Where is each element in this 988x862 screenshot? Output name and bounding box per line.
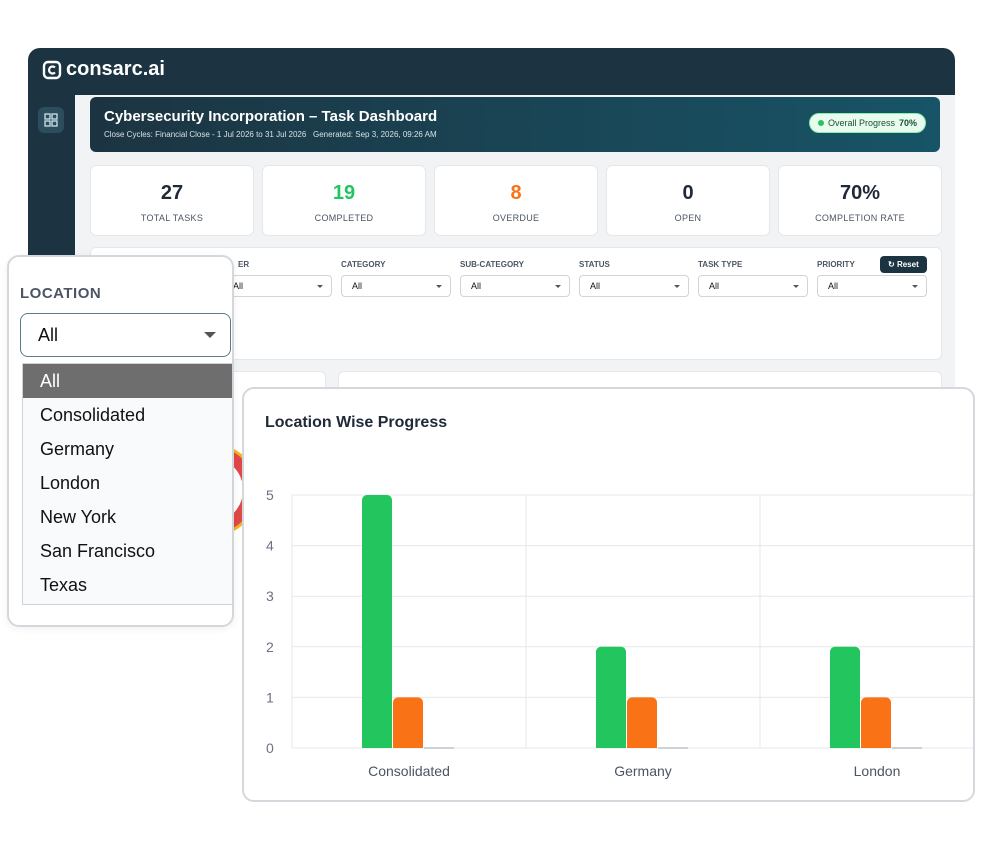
location-dropdown: LOCATION All All Consolidated Germany Londo…: [7, 255, 234, 627]
filter-select[interactable]: All: [341, 275, 451, 297]
bar: [658, 747, 688, 749]
header-banner: Cybersecurity Incorporation – Task Dashb…: [90, 97, 940, 152]
chevron: [912, 285, 918, 288]
filter-value: All: [828, 281, 839, 291]
filter-select[interactable]: All: [817, 275, 927, 297]
dropdown-option[interactable]: London: [40, 473, 101, 493]
x-tick-label: London: [854, 763, 901, 779]
dropdown-option[interactable]: New York: [40, 507, 117, 527]
dropdown-option[interactable]: Consolidated: [40, 405, 146, 425]
header-subtitle: Close Cycles: Financial Close - 1 Jul 20…: [104, 130, 437, 139]
filter-label: CATEGORY: [341, 260, 386, 269]
chevron: [436, 285, 442, 288]
filter-value: All: [471, 281, 482, 291]
kpi-label: COMPLETION RATE: [815, 213, 905, 223]
kpi-card: 70% COMPLETION RATE: [778, 165, 942, 236]
dropdown-select[interactable]: All: [20, 313, 231, 357]
bar: [627, 697, 657, 748]
dropdown-options: All Consolidated Germany London New York San …: [22, 363, 233, 605]
chevron: [674, 285, 680, 288]
chevron: [555, 285, 561, 288]
kpi-label: OPEN: [674, 213, 702, 223]
filter-select[interactable]: All: [698, 275, 808, 297]
filter-label: STATUS: [579, 260, 610, 269]
chart-title: Location Wise Progress: [265, 414, 447, 431]
kpi-value: 8: [510, 182, 522, 204]
filter-label: SUB-CATEGORY: [460, 260, 524, 269]
filter-label: ER: [238, 260, 250, 269]
dropdown-option[interactable]: All: [23, 364, 232, 398]
bar: [830, 646, 860, 748]
y-tick-label: 3: [266, 588, 274, 604]
grid-icon: [44, 113, 58, 127]
generated: Generated: Sep 3, 2026, 09:26 AM: [313, 130, 437, 139]
filter-value: All: [709, 281, 720, 291]
kpi-value: 19: [332, 182, 356, 204]
y-tick-label: 0: [266, 740, 274, 756]
reset-button[interactable]: ↻ Reset: [880, 256, 927, 273]
reset-label: Reset: [896, 260, 919, 269]
bar: [424, 747, 454, 749]
selected-value: All: [38, 325, 59, 345]
y-tick-label: 4: [266, 538, 274, 554]
filter-label: PRIORITY: [817, 260, 855, 269]
filter-select[interactable]: All: [579, 275, 689, 297]
filter-select[interactable]: All: [222, 275, 332, 297]
progress-label: Overall Progress: [827, 118, 895, 128]
x-tick-label: Consolidated: [368, 763, 450, 779]
bar: [362, 495, 392, 748]
brand-name: consarc.ai: [66, 58, 165, 80]
filter-select[interactable]: All: [460, 275, 570, 297]
dropdown-label: LOCATION: [20, 285, 102, 302]
chart-card: Location Wise Progress 0 1 2 3 4 5 Consolidate…: [242, 387, 975, 802]
dropdown-option[interactable]: Germany: [40, 439, 115, 459]
y-tick-label: 2: [266, 639, 274, 655]
chevron: [317, 285, 323, 288]
kpi-label: COMPLETED: [314, 213, 374, 223]
chevron: [793, 285, 799, 288]
kpi-label: OVERDUE: [492, 213, 540, 223]
bar: [892, 747, 922, 749]
brand-logo: [42, 60, 62, 79]
dropdown-option[interactable]: Texas: [40, 575, 88, 595]
kpi-label: TOTAL TASKS: [140, 213, 204, 223]
kpi-card: 8 OVERDUE: [434, 165, 598, 236]
header-title: Cybersecurity Incorporation – Task Dashb…: [104, 108, 438, 125]
progress-value: 70%: [898, 118, 917, 128]
bar: [596, 646, 626, 748]
filter-value: All: [233, 281, 244, 291]
x-tick-label: Germany: [614, 763, 672, 779]
progress-pill: Overall Progress 70%: [808, 113, 926, 133]
kpi-value: 70%: [839, 182, 881, 204]
kpi-card: 27 TOTAL TASKS: [90, 165, 254, 236]
dropdown-option[interactable]: San Francisco: [40, 541, 156, 561]
bar: [393, 697, 423, 748]
top-bar: consarc.ai: [28, 48, 955, 95]
filter-value: All: [590, 281, 601, 291]
bar: [861, 697, 891, 748]
close-cycles: Close Cycles: Financial Close - 1 Jul 20…: [104, 130, 307, 139]
kpi-value: 27: [160, 182, 184, 204]
filter-value: All: [352, 281, 363, 291]
chart: Location Wise Progress 0 1 2 3 4 5 Consolidate…: [265, 414, 973, 779]
filter-label: TASK TYPE: [698, 260, 743, 269]
kpi-card: 0 OPEN: [606, 165, 770, 236]
kpi-value: 0: [682, 182, 694, 204]
kpi-card: 19 COMPLETED: [262, 165, 426, 236]
y-tick-label: 1: [266, 689, 274, 705]
brand: consarc.ai: [42, 58, 165, 81]
chevron: [204, 332, 216, 338]
y-tick-label: 5: [266, 487, 274, 503]
nav-dashboard[interactable]: [38, 107, 64, 133]
